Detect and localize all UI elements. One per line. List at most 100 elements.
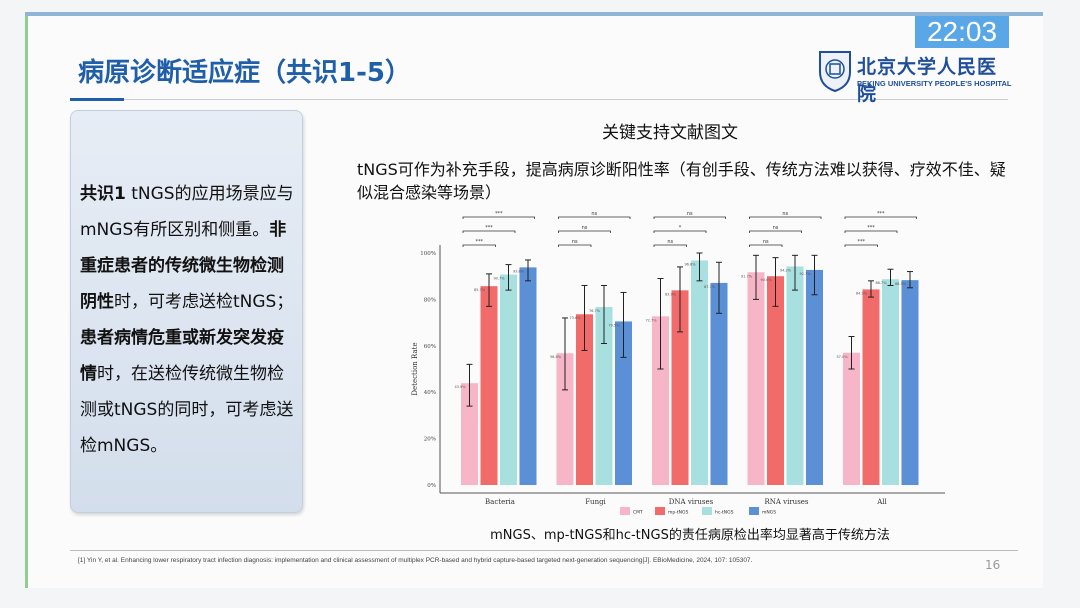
data-label: 83.9% [665, 292, 677, 296]
legend-swatch [702, 507, 712, 515]
bar [461, 383, 478, 485]
y-tick-label: 20% [424, 437, 436, 443]
emphasis: 非重症患者的传统微生物检测阴性 [80, 220, 287, 312]
footnote: [1] Yin Y, et al. Enhancing lower respir… [78, 557, 753, 564]
legend-label: mNGS [762, 510, 776, 516]
x-tick-label: Fungi [585, 498, 606, 506]
significance-bracket [653, 230, 707, 233]
y-axis-label: Detection Rate [411, 342, 419, 395]
significance-label: *** [476, 239, 484, 245]
bar [786, 266, 804, 485]
data-label: 90.7% [493, 277, 505, 281]
bar [519, 267, 537, 485]
data-label: 57.0% [836, 355, 848, 359]
significance-label: ns [582, 225, 588, 231]
data-label: 88.7% [875, 281, 887, 285]
text: 时，在送检传统微生物检测或tNGS的同时，可考虑送检mNGS。 [80, 364, 294, 456]
data-label: 84.3% [856, 291, 868, 295]
legend-swatch [655, 507, 665, 515]
bar [671, 290, 689, 485]
data-label: 76.7% [589, 309, 601, 313]
detection-rate-chart: 0% 20% 40% 60% 80% 100% Detection Rate 43.9% 85.… [411, 211, 945, 516]
data-label: 56.8% [550, 355, 562, 359]
reference-title: 关键支持文献图文 [602, 123, 738, 143]
bar [691, 260, 708, 485]
significance-bracket [653, 244, 687, 247]
data-label: 73.6% [569, 316, 581, 320]
text: 时，可考虑送检tNGS； [114, 292, 294, 312]
y-tick-label: 100% [420, 251, 436, 257]
data-label: 92.7% [799, 272, 811, 276]
significance-bracket [749, 216, 822, 219]
legend-label: mp-tNGS [668, 510, 688, 516]
significance-label: ns [687, 211, 693, 217]
bar [710, 282, 728, 485]
title-divider [70, 99, 1008, 100]
bar [747, 272, 765, 485]
y-tick-label: 80% [424, 297, 436, 303]
significance-bracket [844, 244, 878, 247]
chart-caption: mNGS、mp-tNGS和hc-tNGS的责任病原检出率均显著高于传统方法 [490, 528, 890, 543]
data-label: 91.7% [741, 274, 753, 278]
data-label: 72.7% [645, 318, 657, 322]
significance-bracket [749, 230, 802, 233]
page-title: 病原诊断适应症（共识1-5） [78, 58, 411, 88]
significance-label: ns [572, 239, 578, 245]
data-label: 43.9% [454, 385, 466, 389]
significance-label: ns [763, 239, 769, 245]
title-accent [70, 98, 124, 101]
bar [615, 321, 632, 485]
text: tNGS的应用场景应与mNGS有所区别和侧重。 [80, 184, 294, 240]
significance-bracket [653, 216, 726, 219]
x-tick-label: All [876, 498, 887, 506]
page-number: 16 [985, 558, 1001, 572]
significance-label: *** [867, 225, 875, 231]
significance-bracket [462, 216, 535, 219]
significance-label: *** [858, 239, 866, 245]
significance-bracket [844, 216, 917, 219]
data-label: 70.5% [608, 323, 620, 327]
bar [556, 353, 574, 485]
y-tick-label: 40% [424, 390, 436, 396]
logo-name-en: PEKING UNIVERSITY PEOPLE'S HOSPITAL [857, 79, 1012, 88]
clock-overlay: 22:03 [915, 16, 1009, 48]
bar [480, 286, 498, 485]
bar [767, 276, 784, 485]
y-tick-label: 60% [424, 344, 436, 350]
data-label: 88.3% [895, 282, 907, 286]
legend-swatch [749, 507, 759, 515]
significance-label: ns [773, 225, 779, 231]
summary-text: tNGS可作为补充手段，提高病原诊断阳性率（有创手段、传统方法难以获得、疗效不佳… [357, 160, 1006, 202]
x-tick-label: DNA viruses [669, 498, 714, 506]
significance-bracket [558, 230, 611, 233]
data-label: 94.2% [780, 268, 792, 272]
consensus-text: 共识1 tNGS的应用场景应与mNGS有所区别和侧重。非重症患者的传统微生物检测… [80, 176, 300, 464]
significance-label: * [679, 225, 682, 231]
bar [576, 314, 593, 485]
significance-bracket [558, 244, 592, 247]
x-tick-label: RNA viruses [764, 498, 808, 506]
consensus-label: 共识1 [80, 184, 126, 204]
bar [843, 352, 860, 485]
significance-bracket [462, 230, 516, 233]
significance-label: *** [877, 211, 885, 217]
bar [595, 307, 613, 485]
significance-label: *** [495, 211, 503, 217]
consensus-box [70, 110, 303, 513]
bar [862, 289, 880, 485]
hospital-logo: 北京大学人民医院 PEKING UNIVERSITY PEOPLE'S HOSP… [817, 48, 1012, 105]
legend-label: hc-tNGS [715, 510, 734, 516]
legend-label: CMT [633, 510, 643, 516]
logo-name-cn: 北京大学人民医院 [857, 56, 998, 105]
significance-label: ns [591, 211, 597, 217]
y-tick-label: 0% [427, 483, 436, 489]
bar [806, 269, 823, 485]
significance-bracket [462, 244, 496, 247]
significance-label: ns [667, 239, 673, 245]
data-label: 90.0% [760, 278, 772, 282]
significance-bracket [749, 244, 783, 247]
significance-bracket [558, 216, 631, 219]
data-label: 85.7% [474, 288, 486, 292]
bar [882, 279, 899, 485]
x-tick-label: Bacteria [485, 498, 515, 506]
